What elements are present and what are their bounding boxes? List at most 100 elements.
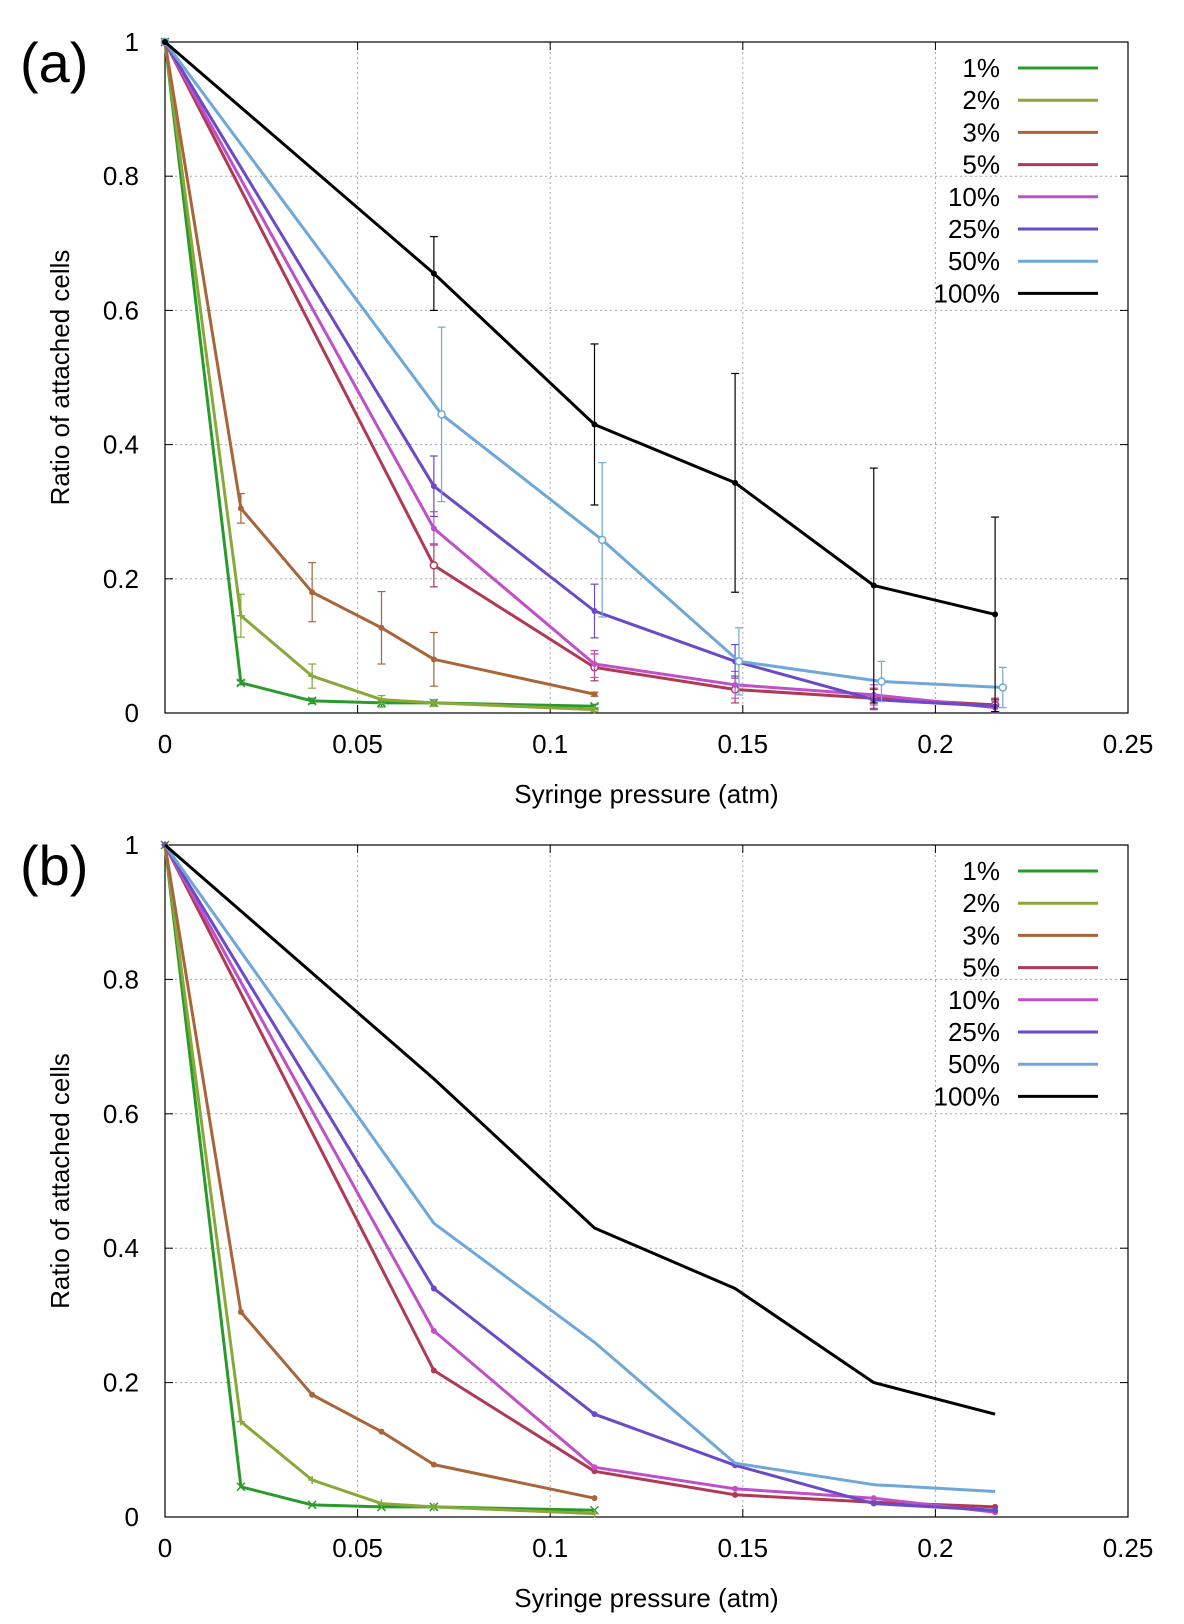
data-point xyxy=(429,698,438,707)
data-point xyxy=(998,683,1008,692)
legend-item-5pct: 5% xyxy=(962,953,1098,983)
data-point xyxy=(877,677,886,686)
y-tick-label: 0.8 xyxy=(103,964,139,994)
legend-label: 10% xyxy=(948,985,1000,1015)
series-100pct xyxy=(162,39,1000,713)
data-point xyxy=(309,589,316,596)
x-tick-label: 0.25 xyxy=(1103,729,1154,759)
data-point xyxy=(236,1482,246,1492)
y-tick-label: 0.6 xyxy=(103,1099,139,1129)
data-point xyxy=(307,1500,317,1510)
data-point xyxy=(732,1491,739,1498)
legend: 1%2%3%5%10%25%50%100% xyxy=(934,53,1098,308)
x-tick-label: 0.05 xyxy=(332,1533,383,1563)
plot-frame xyxy=(164,844,1129,1518)
legend-label: 5% xyxy=(962,953,1000,983)
series-3pct xyxy=(162,842,598,1502)
data-point xyxy=(430,656,437,663)
series-25pct xyxy=(162,842,999,1514)
series-100pct xyxy=(164,843,996,1416)
series-50pct xyxy=(160,37,1008,709)
data-point xyxy=(308,672,317,681)
panel-label: (a) xyxy=(20,31,88,94)
data-point xyxy=(590,705,599,714)
y-axis-ticks: 0 0.2 0.4 0.6 0.8 1 xyxy=(103,27,1128,728)
series-line xyxy=(163,41,595,708)
data-point xyxy=(591,1464,598,1471)
series-line xyxy=(163,41,1003,689)
data-point xyxy=(378,1428,385,1435)
legend-label: 5% xyxy=(962,150,1000,180)
chart-panel-b: 0 0.05 0.1 0.15 0.2 0.25 0 0.2 0.4 0.6 0.8 1 Syringe… xyxy=(20,830,1153,1613)
legend-item-2pct: 2% xyxy=(962,888,1098,918)
data-point xyxy=(734,657,744,666)
data-point xyxy=(162,39,168,45)
data-point xyxy=(732,1485,739,1492)
data-point xyxy=(429,1502,438,1511)
legend-label: 2% xyxy=(962,888,1000,918)
data-point xyxy=(430,270,437,277)
chart-panel-a: 0 0.05 0.1 0.15 0.2 0.25 0 0.2 0.4 0.6 0.8 1 Syringe… xyxy=(20,27,1153,809)
data-point xyxy=(308,1476,317,1485)
y-axis-title: Ratio of attached cells xyxy=(45,1053,75,1309)
data-point xyxy=(992,1507,999,1514)
y-tick-label: 1 xyxy=(125,830,139,860)
legend-item-10pct: 10% xyxy=(948,182,1098,212)
legend-label: 3% xyxy=(962,117,1000,147)
legend-label: 1% xyxy=(962,53,1000,83)
x-tick-label: 0.05 xyxy=(332,729,383,759)
series-line xyxy=(163,41,595,712)
data-point xyxy=(992,611,999,618)
data-point xyxy=(236,611,245,620)
data-point xyxy=(378,624,385,631)
data-point xyxy=(597,535,607,545)
data-point xyxy=(591,421,598,428)
legend-item-50pct: 50% xyxy=(948,246,1098,276)
series-line xyxy=(164,40,996,616)
series-line xyxy=(163,41,595,696)
y-tick-label: 0.4 xyxy=(103,430,139,460)
data-point xyxy=(591,1411,598,1418)
data-point xyxy=(307,696,317,706)
data-point xyxy=(437,410,446,419)
y-tick-label: 0 xyxy=(125,698,139,728)
legend-label: 50% xyxy=(948,1049,1000,1079)
series-line xyxy=(163,41,996,707)
legend-item-2pct: 2% xyxy=(962,85,1098,115)
series-line xyxy=(163,844,595,1516)
data-point xyxy=(870,1500,877,1507)
data-point xyxy=(236,1417,245,1426)
series-line xyxy=(163,844,595,1512)
legend-item-100pct: 100% xyxy=(934,1081,1098,1111)
y-tick-label: 0.2 xyxy=(103,564,139,594)
y-tick-label: 0.4 xyxy=(103,1233,139,1263)
data-point xyxy=(309,1391,316,1398)
data-point xyxy=(237,1309,244,1316)
data-point xyxy=(590,1509,599,1518)
series-line xyxy=(163,844,996,1512)
x-axis-ticks: 0 0.05 0.1 0.15 0.2 0.25 xyxy=(158,42,1154,759)
legend-item-25pct: 25% xyxy=(948,214,1098,244)
series-line xyxy=(164,843,996,1416)
y-axis-ticks: 0 0.2 0.4 0.6 0.8 1 xyxy=(103,830,1128,1532)
data-point xyxy=(430,525,437,532)
y-tick-label: 0.2 xyxy=(103,1368,139,1398)
legend-item-50pct: 50% xyxy=(948,1049,1098,1079)
x-tick-label: 0.1 xyxy=(532,729,568,759)
x-tick-label: 0.2 xyxy=(917,729,953,759)
legend-item-3pct: 3% xyxy=(962,117,1098,147)
data-point xyxy=(732,681,739,688)
x-tick-label: 0.1 xyxy=(532,1533,568,1563)
series-line xyxy=(163,844,996,1493)
data-point xyxy=(430,1327,437,1334)
data-point xyxy=(430,1285,437,1292)
legend-label: 25% xyxy=(948,214,1000,244)
data-point xyxy=(870,1495,877,1502)
data-point xyxy=(377,695,386,704)
series-line xyxy=(163,844,595,1500)
legend-label: 1% xyxy=(962,856,1000,886)
legend-item-100pct: 100% xyxy=(934,278,1098,308)
series-3pct xyxy=(162,39,599,698)
data-point xyxy=(591,1495,598,1502)
